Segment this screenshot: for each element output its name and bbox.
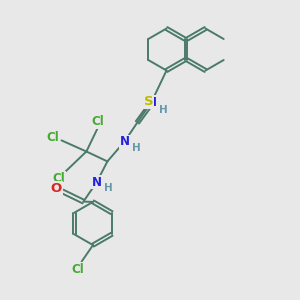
Text: Cl: Cl <box>72 262 84 276</box>
Text: N: N <box>92 176 102 189</box>
Text: H: H <box>104 183 113 194</box>
Text: H: H <box>158 105 167 116</box>
Text: O: O <box>51 182 62 195</box>
Text: H: H <box>132 143 141 153</box>
Text: S: S <box>144 95 154 108</box>
Text: N: N <box>119 135 130 148</box>
Text: Cl: Cl <box>92 115 104 128</box>
Text: N: N <box>146 95 157 109</box>
Text: Cl: Cl <box>52 172 65 185</box>
Text: Cl: Cl <box>47 131 59 144</box>
